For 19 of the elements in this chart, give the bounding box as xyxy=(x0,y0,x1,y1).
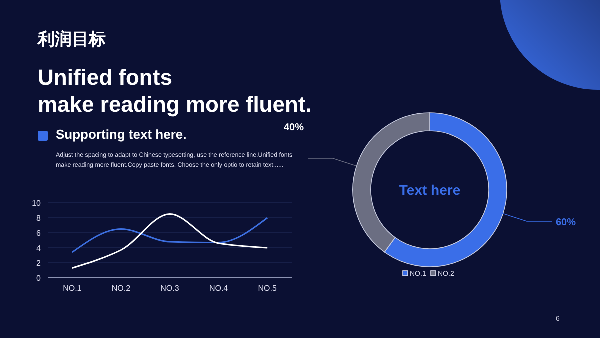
data-label: 40% xyxy=(284,122,304,134)
y-tick-label: 4 xyxy=(36,244,42,253)
line-series xyxy=(72,214,268,269)
x-tick-label: NO.4 xyxy=(209,284,229,293)
line-series xyxy=(72,217,268,254)
x-tick-label: NO.2 xyxy=(112,284,132,293)
y-tick-label: 2 xyxy=(36,259,42,268)
y-tick-label: 10 xyxy=(32,199,42,208)
x-tick-label: NO.1 xyxy=(63,284,82,293)
y-tick-label: 6 xyxy=(36,229,42,238)
text: 利润目标 xyxy=(38,29,106,51)
data-label: 60% xyxy=(556,218,576,229)
y-tick-label: 8 xyxy=(36,214,42,223)
x-tick-label: NO.3 xyxy=(160,284,180,293)
text: Text here xyxy=(399,182,461,198)
text: Supporting text here. xyxy=(56,127,187,142)
y-tick-label: 0 xyxy=(36,274,42,283)
x-tick-label: NO.5 xyxy=(258,284,278,293)
text: Unified fonts make reading more fluent. xyxy=(38,64,312,118)
